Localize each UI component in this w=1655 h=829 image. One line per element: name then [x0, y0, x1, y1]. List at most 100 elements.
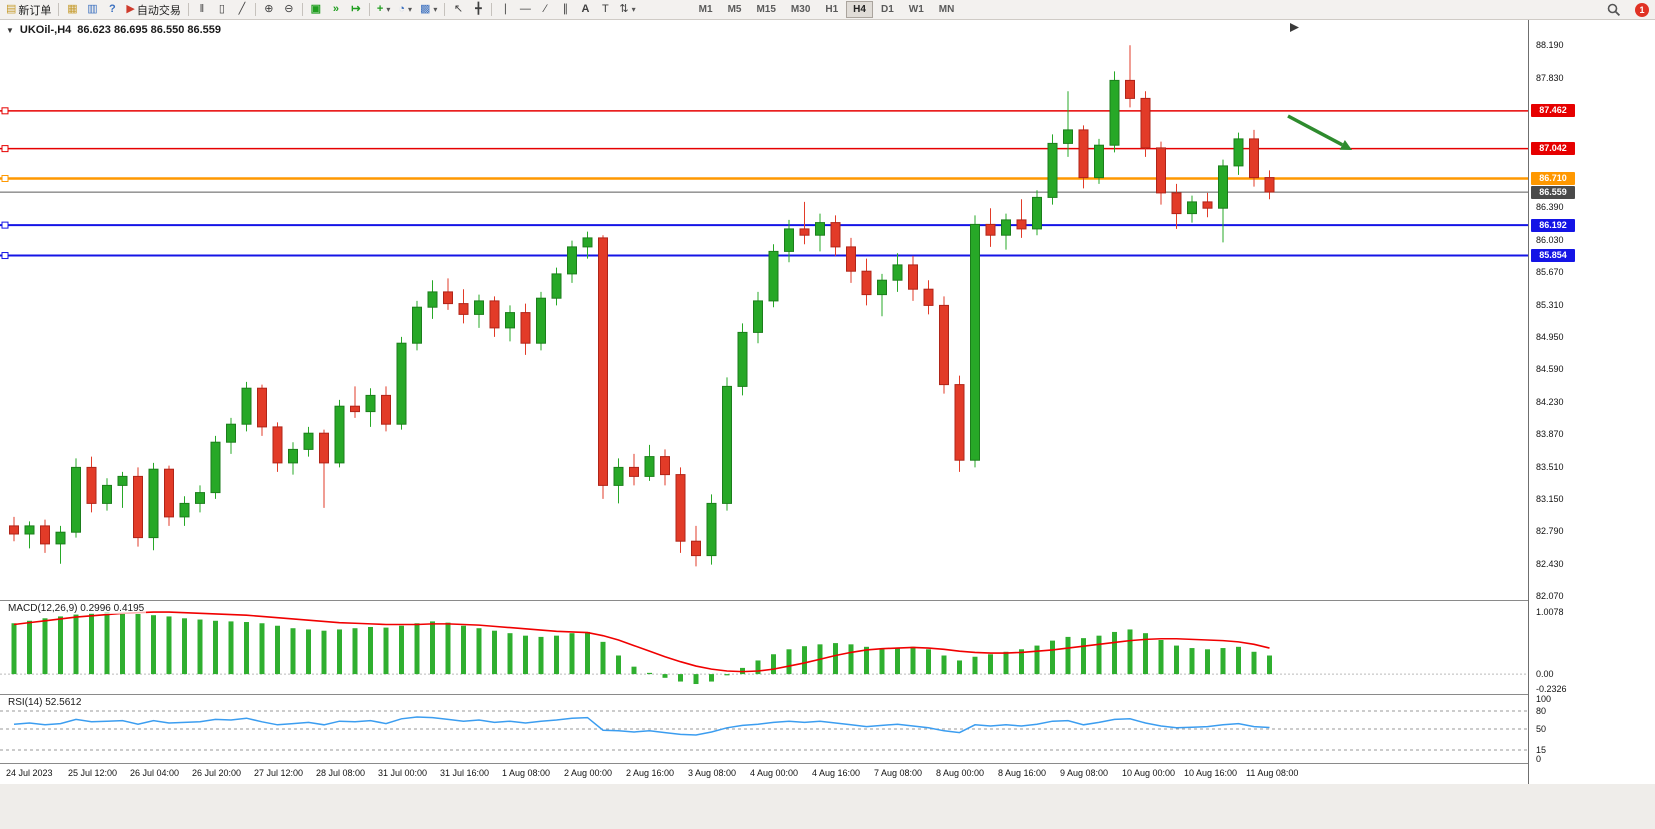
hline-86.192[interactable] — [0, 221, 1528, 229]
price-level-badge: 87.462 — [1531, 104, 1575, 118]
zoom-out-icon: ⊖ — [284, 3, 294, 15]
symbol-period-label: UKOil-,H4 — [19, 24, 72, 36]
toolbar-separator — [368, 3, 370, 16]
candlestick-button[interactable]: ▯ — [212, 1, 232, 19]
macd-histogram — [11, 612, 1272, 685]
price-tick: 84.590 — [1536, 364, 1564, 375]
timeframe-w1[interactable]: W1 — [902, 1, 931, 18]
candles-series — [9, 45, 1275, 567]
line-chart-button[interactable]: ╱ — [232, 1, 252, 19]
macd-pane-canvas[interactable] — [0, 601, 1528, 694]
time-axis[interactable]: 24 Jul 2023 25 Jul 12:00 26 Jul 04:00 26 Ju… — [0, 764, 1528, 784]
collapse-icon[interactable]: ▼ — [6, 25, 14, 35]
timeframe-h1[interactable]: H1 — [818, 1, 845, 18]
time-label: 4 Aug 16:00 — [812, 768, 861, 778]
zoom-in-button[interactable]: ⊕ — [259, 1, 279, 19]
equidistant-channel-button[interactable]: ∥ — [555, 1, 575, 19]
timeframe-mn[interactable]: MN — [932, 1, 962, 18]
timeframe-m5[interactable]: M5 — [721, 1, 749, 18]
pane-separator — [0, 763, 1655, 764]
price-level-badge: 85.854 — [1531, 249, 1575, 263]
hline-85.854[interactable] — [0, 252, 1528, 260]
search-button[interactable] — [1603, 1, 1625, 19]
trendline-button[interactable]: ∕ — [535, 1, 555, 19]
text-button[interactable]: A — [575, 1, 595, 19]
crosshair-button[interactable]: ╋ — [468, 1, 488, 19]
time-label: 27 Jul 12:00 — [254, 768, 304, 778]
rsi-axis-label: 100 — [1536, 694, 1552, 704]
dropdown-caret: ▾ — [407, 5, 412, 14]
timeframe-d1[interactable]: D1 — [874, 1, 901, 18]
hline-86.710[interactable] — [0, 175, 1528, 182]
price-tick: 84.230 — [1536, 396, 1564, 407]
new-order-button[interactable]: ▤ 新订单 — [2, 1, 55, 19]
ohlc-readout: 86.623 86.695 86.550 86.559 — [77, 24, 222, 36]
time-label: 10 Aug 00:00 — [1122, 768, 1176, 778]
time-label: 7 Aug 08:00 — [874, 768, 923, 778]
equidistant-channel-icon: ∥ — [562, 3, 569, 15]
toolbar-separator — [444, 3, 446, 16]
current-price-badge: 86.559 — [1531, 185, 1575, 199]
bar-chart-icon: ‖ — [199, 3, 205, 15]
toolbar-right-group: 1 — [1603, 1, 1653, 19]
autotrading-label: 自动交易 — [136, 4, 181, 17]
price-chart-canvas[interactable] — [0, 20, 1528, 600]
notification-badge[interactable]: 1 — [1635, 2, 1649, 17]
autotrading-button[interactable]: ▶ 自动交易 — [122, 1, 184, 19]
price-level-badge: 86.192 — [1531, 218, 1575, 232]
help-icon: ? — [109, 3, 116, 15]
main-toolbar: ▤ 新订单 ▦ ▥ ? ▶ 自动交易 ‖ ▯ ╱ ⊕ ⊖ ▣ » ↦ + ▾ ◔ ▾… — [0, 0, 1655, 20]
new-order-icon: ▤ — [6, 3, 17, 15]
toolbar-separator — [58, 3, 60, 16]
timeframe-h4[interactable]: H4 — [846, 1, 873, 18]
horizontal-line-button[interactable]: — — [515, 1, 535, 19]
time-label: 24 Jul 2023 — [6, 768, 53, 778]
periods-button[interactable]: ◔ ▾ — [394, 1, 416, 19]
hline-87.462[interactable] — [0, 107, 1528, 115]
templates-icon: ▩ — [420, 3, 431, 15]
trend-arrow-annotation[interactable] — [1287, 114, 1352, 150]
text-label-icon: T — [602, 3, 609, 15]
arrows-button[interactable]: ⇅ ▾ — [615, 1, 639, 19]
timeframe-m15[interactable]: M15 — [749, 1, 782, 18]
time-label: 31 Jul 00:00 — [378, 768, 428, 778]
timeframe-m30[interactable]: M30 — [784, 1, 817, 18]
hline-87.042[interactable] — [0, 145, 1528, 153]
price-tick: 82.790 — [1536, 526, 1564, 537]
dropdown-caret: ▾ — [386, 5, 391, 14]
charts-button[interactable]: ▦ — [62, 1, 82, 19]
time-label: 4 Aug 00:00 — [750, 768, 799, 778]
templates-button[interactable]: ▩ ▾ — [416, 1, 441, 19]
time-label: 28 Jul 08:00 — [316, 768, 366, 778]
auto-scroll-icon: » — [332, 3, 339, 15]
bar-chart-button[interactable]: ‖ — [192, 1, 212, 19]
tile-windows-button[interactable]: ▣ — [306, 1, 326, 19]
indicators-button[interactable]: + ▾ — [373, 1, 394, 19]
pane-separator[interactable] — [0, 600, 1655, 601]
timeframe-toolbar: M1 M5 M15 M30 H1 H4 D1 W1 MN — [692, 1, 962, 18]
timeframe-m1[interactable]: M1 — [692, 1, 720, 18]
dropdown-caret: ▾ — [433, 5, 438, 14]
zoom-out-button[interactable]: ⊖ — [279, 1, 299, 19]
price-tick: 84.950 — [1536, 331, 1564, 342]
line-chart-icon: ╱ — [238, 3, 246, 15]
time-label: 9 Aug 08:00 — [1060, 768, 1109, 778]
chart-shift-button[interactable]: ↦ — [346, 1, 366, 19]
macd-axis-label: 0.00 — [1536, 669, 1554, 680]
candlestick-icon: ▯ — [218, 3, 225, 15]
price-axis[interactable]: 88.190 87.830 86.390 86.030 85.670 85.310 84.9… — [1528, 20, 1655, 784]
auto-scroll-button[interactable]: » — [326, 1, 346, 19]
text-label-button[interactable]: T — [595, 1, 615, 19]
price-tick: 86.030 — [1536, 234, 1564, 245]
trendline-icon: ∕ — [544, 3, 547, 15]
help-button[interactable]: ? — [102, 1, 122, 19]
tile-windows-icon: ▣ — [310, 3, 322, 15]
time-label: 26 Jul 04:00 — [130, 768, 180, 778]
cursor-button[interactable]: ↖ — [448, 1, 468, 19]
rsi-pane-canvas[interactable] — [0, 695, 1528, 763]
rsi-label: RSI(14) 52.5612 — [6, 697, 84, 708]
arrows-icon: ⇅ — [619, 3, 629, 15]
market-watch-button[interactable]: ▥ — [82, 1, 102, 19]
pane-separator[interactable] — [0, 694, 1655, 695]
vertical-line-button[interactable]: ∣ — [495, 1, 515, 19]
